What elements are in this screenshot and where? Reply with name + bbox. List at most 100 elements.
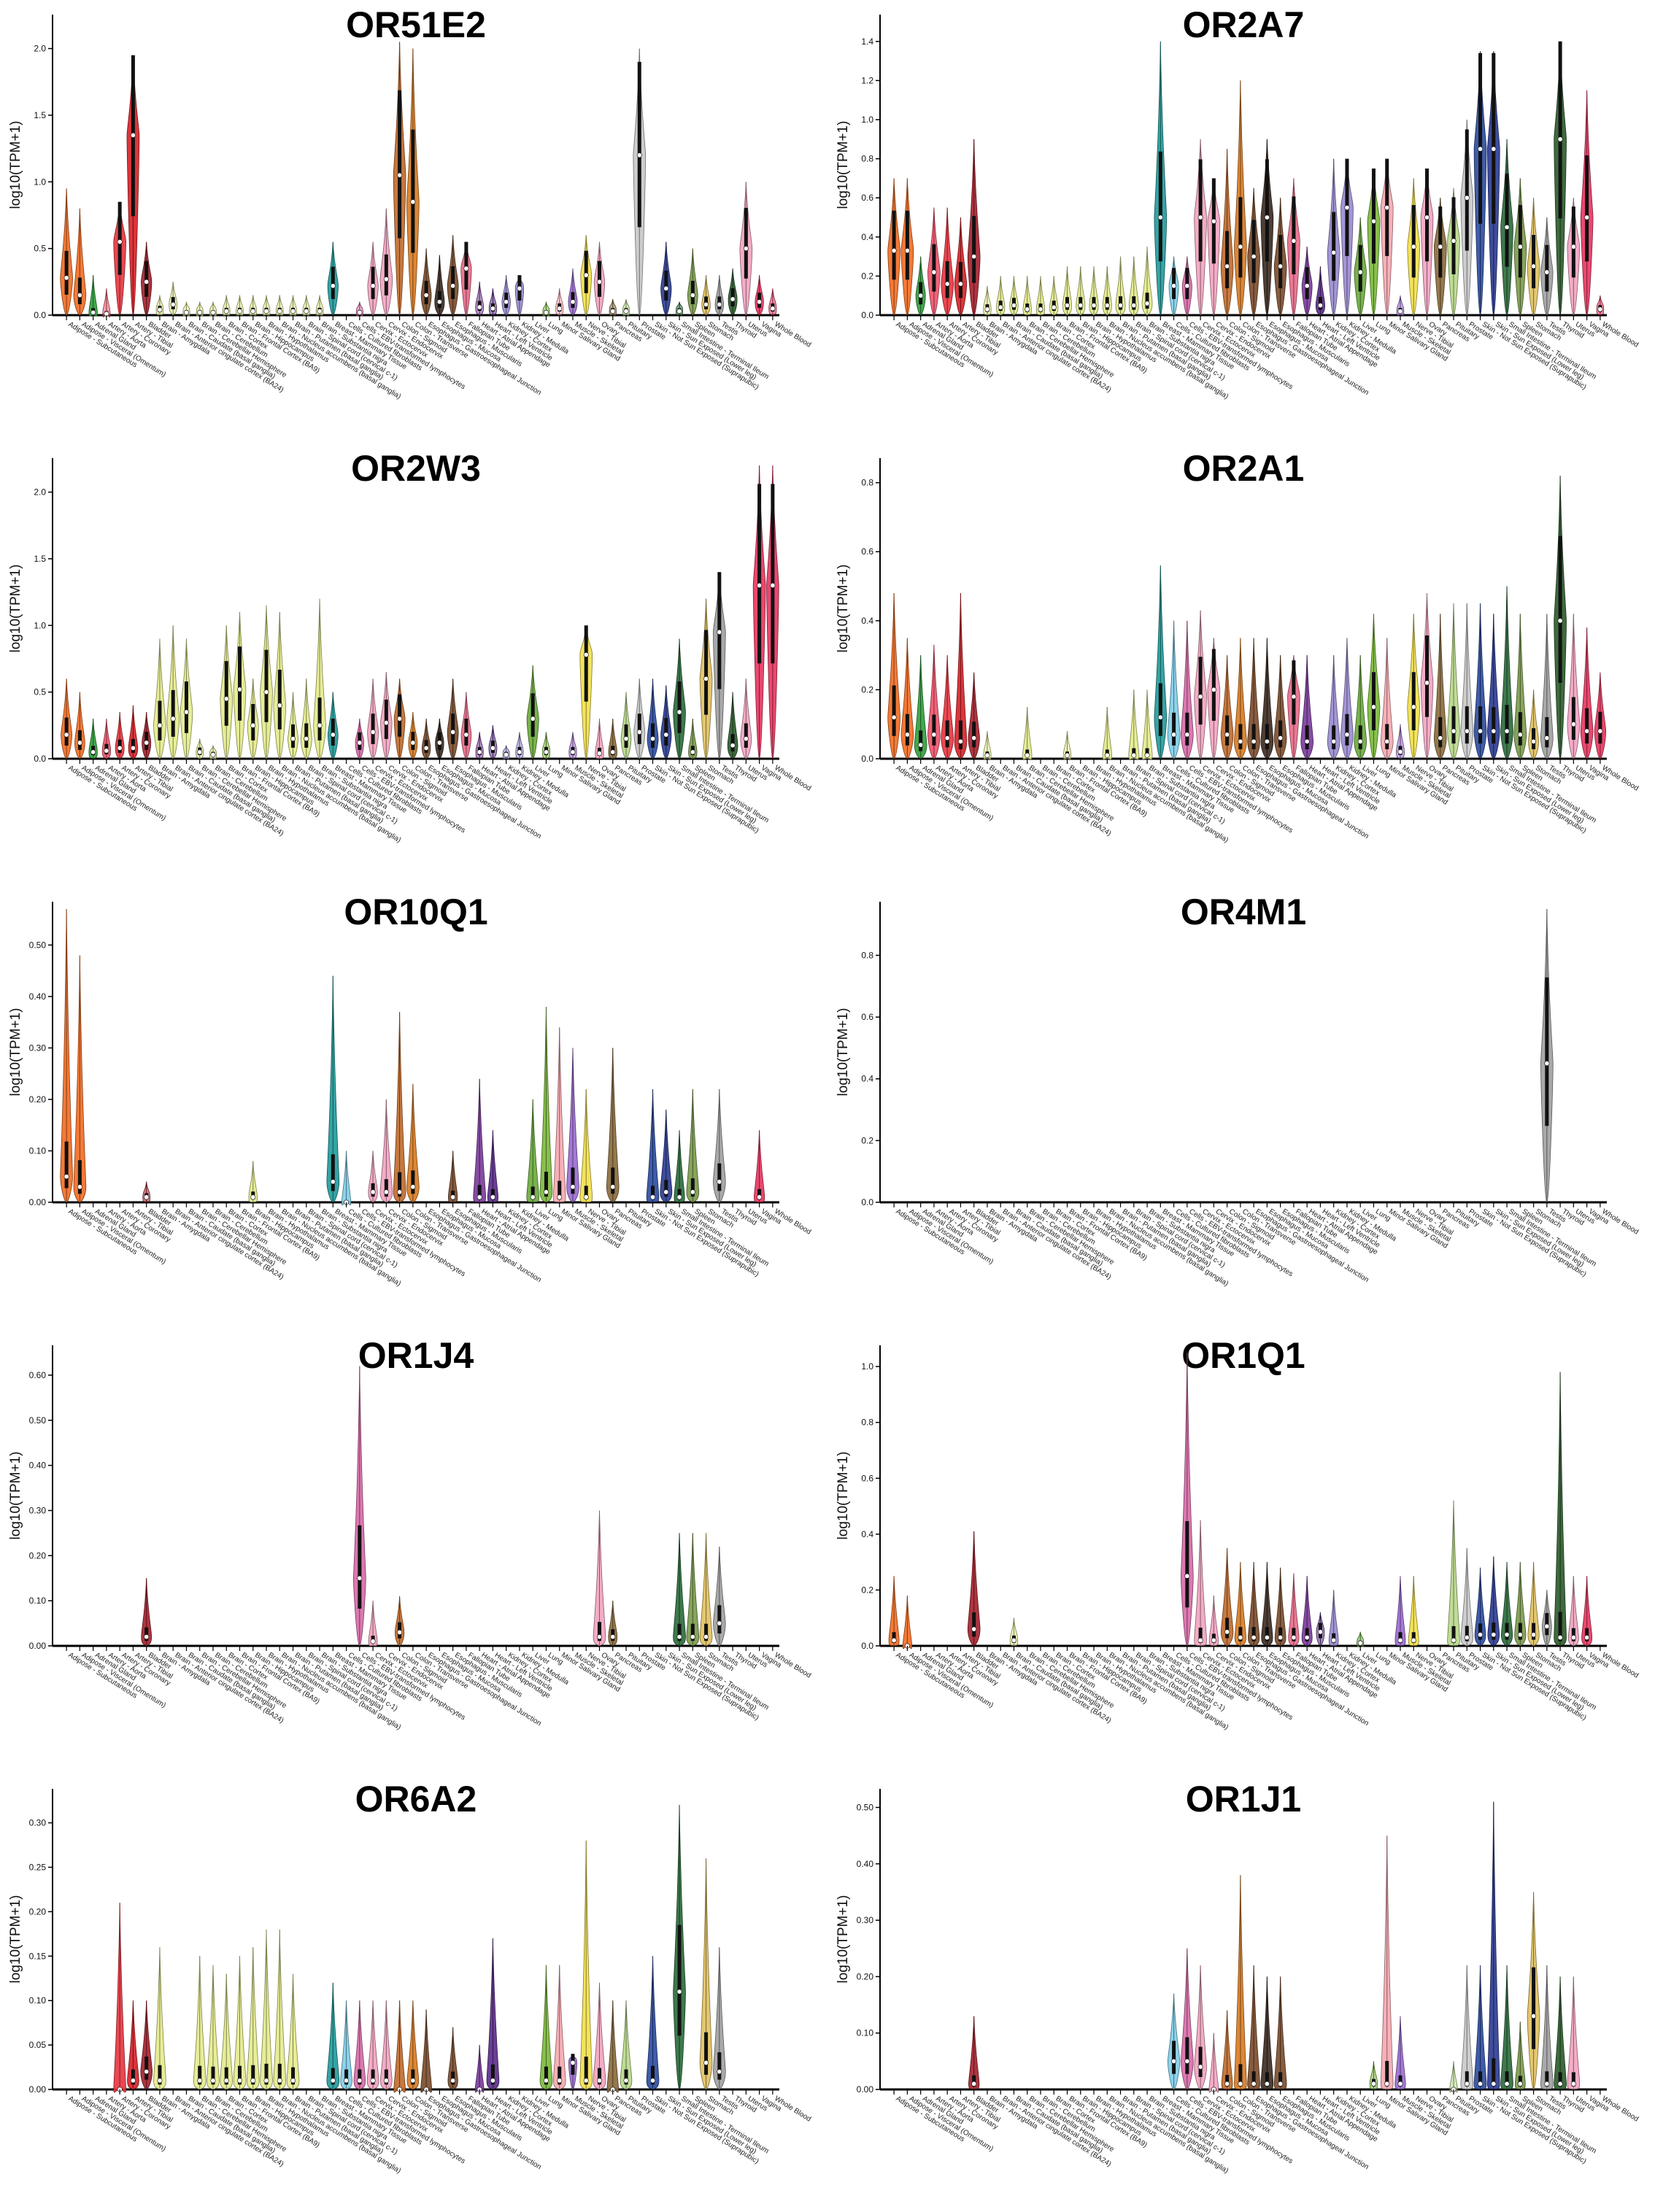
- violin-median: [1597, 306, 1603, 312]
- violin-iqr-box: [490, 1188, 495, 1200]
- violin-median: [1331, 738, 1337, 744]
- violin-iqr-box: [1385, 2060, 1389, 2087]
- violin-median: [570, 299, 576, 305]
- violin-median: [583, 272, 589, 278]
- violin-median: [277, 2078, 282, 2084]
- violin-iqr-box: [198, 2065, 202, 2085]
- violin-median: [957, 281, 963, 287]
- violin-median: [263, 689, 269, 695]
- violin-median: [250, 309, 256, 314]
- violin-median: [530, 716, 536, 722]
- violin-iqr-box: [1518, 712, 1522, 746]
- violin-median: [1025, 306, 1030, 312]
- violin-iqr-box: [1292, 1628, 1296, 1641]
- violin-median: [1397, 749, 1403, 755]
- violin-median: [1438, 735, 1443, 741]
- violin-iqr-box: [131, 2069, 135, 2085]
- violin-median: [357, 2078, 363, 2084]
- panel-title: OR2W3: [351, 448, 481, 489]
- violin-median: [410, 1184, 416, 1190]
- violin-median: [1197, 1637, 1203, 1643]
- violin-iqr-box: [1558, 2072, 1562, 2087]
- violin-median: [636, 152, 642, 158]
- violin-median: [1331, 250, 1337, 255]
- violin-iqr-box: [1358, 244, 1362, 292]
- violin-median: [170, 716, 176, 722]
- violin-median: [1251, 2081, 1257, 2087]
- violin-median: [1464, 195, 1470, 201]
- violin-median: [1478, 728, 1484, 734]
- violin-iqr-box: [624, 2069, 628, 2085]
- violin-iqr-box: [1558, 41, 1562, 219]
- violin-median: [1424, 680, 1430, 686]
- violin-median: [77, 1184, 82, 1190]
- violin-median: [1264, 214, 1270, 220]
- violin-median: [583, 651, 589, 657]
- panel-title: OR1J1: [1185, 1779, 1302, 1820]
- violin-median: [77, 293, 82, 298]
- violin-median: [676, 1634, 682, 1640]
- violin-median: [570, 749, 576, 755]
- violin-median: [717, 2069, 722, 2075]
- violin-iqr-box: [238, 646, 242, 721]
- violin-median: [263, 309, 269, 314]
- violin-median: [423, 745, 429, 751]
- violin-median: [1504, 1632, 1510, 1638]
- violin-iqr-box: [1345, 714, 1349, 746]
- violin-iqr-box: [1558, 535, 1562, 683]
- violin-iqr-box: [611, 1167, 615, 1194]
- violin-iqr-box: [1305, 725, 1309, 749]
- violin-median: [1544, 735, 1550, 741]
- violin-median: [223, 2078, 229, 2084]
- violin-median: [1291, 238, 1297, 244]
- y-tick-label: 1.5: [34, 110, 46, 120]
- violin-iqr-box: [277, 669, 282, 730]
- violin-iqr-box: [544, 1172, 548, 1197]
- violin-iqr-box: [1465, 706, 1469, 744]
- violin-median: [1570, 722, 1576, 727]
- y-tick-label: 0.0: [34, 754, 46, 764]
- violin-median: [1238, 244, 1243, 250]
- violin-median: [1357, 738, 1363, 744]
- violin-iqr-box: [1451, 1625, 1456, 1643]
- violin-median: [931, 269, 937, 275]
- violin-median: [504, 299, 509, 305]
- violin-iqr-box: [331, 266, 335, 299]
- y-tick-label: 1.0: [861, 1361, 873, 1372]
- violin-median: [743, 736, 749, 742]
- violin-median: [1517, 244, 1523, 250]
- violin-median: [1491, 2081, 1497, 2087]
- panel-title: OR1J4: [358, 1335, 474, 1376]
- violin-median: [1570, 244, 1576, 250]
- violin-median: [1197, 214, 1203, 220]
- violin-iqr-box: [1238, 1627, 1243, 1641]
- violin-median: [1171, 2058, 1177, 2064]
- violin-iqr-box: [1585, 1628, 1589, 1641]
- violin-median: [1211, 218, 1216, 224]
- violin-median: [676, 709, 682, 715]
- violin-iqr-box: [1305, 267, 1309, 299]
- violin-median: [1264, 2081, 1270, 2087]
- violin-median: [1184, 1573, 1190, 1579]
- violin-median: [1238, 2081, 1243, 2087]
- violin-iqr-box: [1358, 725, 1362, 749]
- violin-median: [236, 309, 242, 314]
- violin-iqr-box: [905, 210, 909, 280]
- violin-iqr-box: [531, 1186, 535, 1200]
- violin-median: [90, 749, 96, 755]
- violin-iqr-box: [757, 1188, 762, 1200]
- violin-iqr-box: [358, 1525, 362, 1609]
- violin-median: [117, 745, 123, 751]
- y-tick-label: 0.25: [29, 1862, 47, 1872]
- violin-median: [998, 304, 1003, 310]
- violin-median: [290, 2078, 296, 2084]
- panel-title: OR2A7: [1182, 4, 1305, 45]
- violin-iqr-box: [1571, 697, 1575, 740]
- violin-median: [1464, 728, 1470, 734]
- violin-median: [1384, 2081, 1390, 2087]
- violin-median: [1197, 694, 1203, 700]
- violin-median: [1211, 1637, 1216, 1643]
- violin-median: [370, 2078, 376, 2084]
- y-tick-label: 0.00: [29, 1197, 47, 1207]
